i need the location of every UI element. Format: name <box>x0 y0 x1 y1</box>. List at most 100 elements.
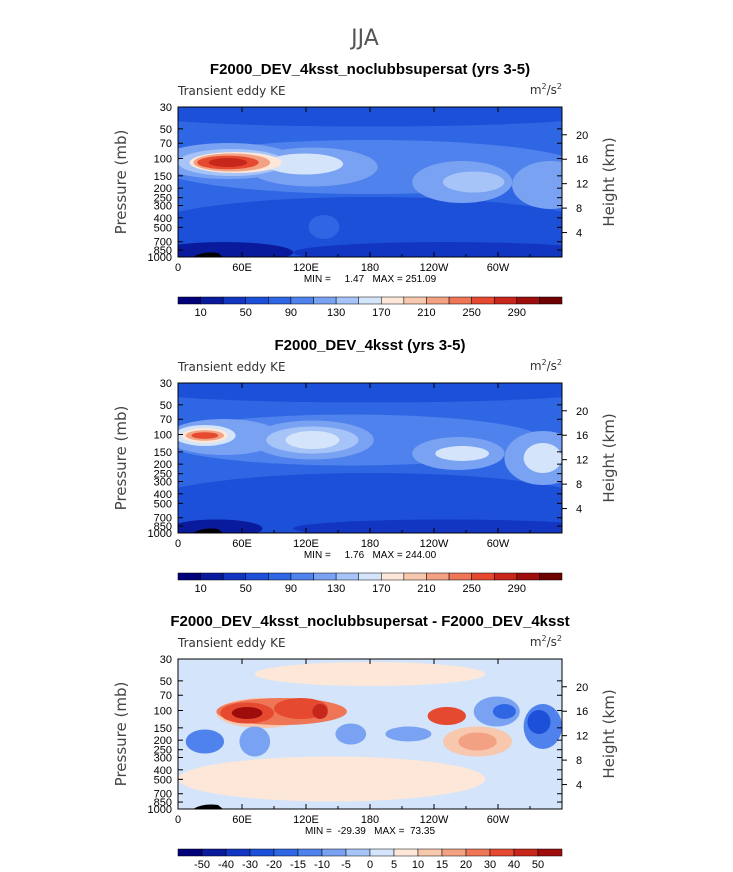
colorbar: -50 -40 -30 -20 -15 -10 -5 0 5 10 15 20 30 40 50 <box>177 848 563 871</box>
colorbar-swatch-6 <box>313 296 337 305</box>
y-tick-label: 850 <box>154 797 172 809</box>
colorbar-swatch-14 <box>513 848 539 857</box>
contour-field <box>178 107 562 257</box>
y-tick-label: 850 <box>154 521 172 533</box>
colorbar-label: 90 <box>285 583 297 595</box>
x-tick-label: 120E <box>293 814 319 826</box>
y-tick-label: 100 <box>154 706 172 718</box>
contour-region-2 <box>178 107 562 127</box>
height-tick-label: 16 <box>576 154 588 166</box>
contour-region-2 <box>178 756 486 802</box>
contour-region-8 <box>312 704 328 719</box>
colorbar-label: 130 <box>327 307 345 319</box>
chart-panel-2: F2000_DEV_4ksst (yrs 3-5) Transient eddy … <box>112 337 618 595</box>
figure-title: JJA <box>349 26 379 51</box>
y-tick-label: 700 <box>154 237 172 249</box>
colorbar-swatch-3 <box>245 572 269 581</box>
min-max-label: MIN = 1.47 MAX = 251.09 <box>304 274 437 285</box>
colorbar-label: 170 <box>372 307 390 319</box>
x-tick-label: 60W <box>487 814 510 826</box>
x-tick-label: 120E <box>293 538 319 550</box>
colorbar-swatch-3 <box>249 848 275 857</box>
colorbar-label: 50 <box>240 583 252 595</box>
height-tick-label: 4 <box>576 228 582 240</box>
y-axis-label: Pressure (mb) <box>112 682 130 787</box>
y-tick-label: 300 <box>154 752 172 764</box>
colorbar-swatch-0 <box>177 848 203 857</box>
contour-region-12 <box>435 446 490 461</box>
colorbar-label: 290 <box>508 307 526 319</box>
y-tick-label: 700 <box>154 513 172 525</box>
colorbar-swatch-4 <box>268 296 292 305</box>
y-tick-label: 1000 <box>148 804 172 816</box>
y-tick-label: 500 <box>154 774 172 786</box>
y-tick-label: 400 <box>154 213 172 225</box>
colorbar-swatch-7 <box>335 572 359 581</box>
x-tick-label: 0 <box>175 262 181 274</box>
y-tick-label: 70 <box>160 414 172 426</box>
colorbar-swatch-13 <box>489 848 515 857</box>
colorbar-label: 5 <box>391 859 397 871</box>
colorbar-swatch-12 <box>448 572 472 581</box>
chart-panel-1: F2000_DEV_4ksst_noclubbsupersat (yrs 3-5… <box>112 61 618 319</box>
y-tick-label: 150 <box>154 171 172 183</box>
colorbar-swatch-5 <box>290 572 314 581</box>
x-tick-label: 180 <box>361 814 379 826</box>
colorbar-label: -40 <box>218 859 234 871</box>
colorbar-swatch-11 <box>426 296 450 305</box>
contour-region-3 <box>178 242 294 257</box>
colorbar-label: 30 <box>484 859 496 871</box>
colorbar-swatch-15 <box>537 848 563 857</box>
height-tick-label: 16 <box>576 706 588 718</box>
colorbar-label: -30 <box>242 859 258 871</box>
variable-label: Transient eddy KE <box>177 636 286 650</box>
chart-panel-3: F2000_DEV_4ksst_noclubbsupersat - F2000_… <box>112 613 618 871</box>
height-tick-label: 8 <box>576 479 582 491</box>
y-tick-label: 200 <box>154 459 172 471</box>
contour-field <box>178 659 562 809</box>
colorbar: 10 50 90 130 170 210 250 290 <box>177 296 563 319</box>
contour-region-17 <box>191 432 219 439</box>
colorbar-swatch-4 <box>268 572 292 581</box>
colorbar-swatch-12 <box>465 848 491 857</box>
x-tick-label: 180 <box>361 262 379 274</box>
colorbar-swatch-0 <box>177 296 201 305</box>
contour-region-3 <box>178 519 263 533</box>
contour-region-4 <box>293 519 562 533</box>
y-tick-label: 700 <box>154 789 172 801</box>
colorbar-label: 40 <box>508 859 520 871</box>
colorbar-swatch-15 <box>516 296 540 305</box>
x-tick-label: 0 <box>175 538 181 550</box>
y-tick-label: 300 <box>154 200 172 212</box>
height-tick-label: 16 <box>576 430 588 442</box>
x-tick-label: 60E <box>232 262 252 274</box>
colorbar-swatch-1 <box>200 296 224 305</box>
y-tick-label: 50 <box>160 124 172 136</box>
colorbar-swatch-5 <box>290 296 314 305</box>
colorbar-label: 210 <box>417 583 435 595</box>
contour-region-11 <box>266 153 344 175</box>
colorbar-label: 20 <box>460 859 472 871</box>
y-axis-label-right: Height (km) <box>600 137 618 226</box>
colorbar-swatch-6 <box>313 572 337 581</box>
y-tick-label: 100 <box>154 430 172 442</box>
x-tick-label: 60W <box>487 262 510 274</box>
contour-region-12 <box>442 171 505 193</box>
y-tick-label: 300 <box>154 476 172 488</box>
y-tick-label: 70 <box>160 690 172 702</box>
colorbar-swatch-2 <box>222 572 247 581</box>
variable-label: Transient eddy KE <box>177 360 286 374</box>
units-label: m2/s2 <box>530 82 562 97</box>
units-label: m2/s2 <box>530 358 562 373</box>
colorbar-label: 0 <box>367 859 373 871</box>
colorbar-swatch-1 <box>201 848 227 857</box>
colorbar-swatch-1 <box>200 572 224 581</box>
x-tick-label: 60W <box>487 538 510 550</box>
height-tick-label: 20 <box>576 406 588 418</box>
x-tick-label: 120W <box>420 814 449 826</box>
height-tick-label: 12 <box>576 179 588 191</box>
panel-title: F2000_DEV_4ksst (yrs 3-5) <box>275 337 466 354</box>
y-tick-label: 70 <box>160 138 172 150</box>
contour-region-13 <box>239 726 271 757</box>
